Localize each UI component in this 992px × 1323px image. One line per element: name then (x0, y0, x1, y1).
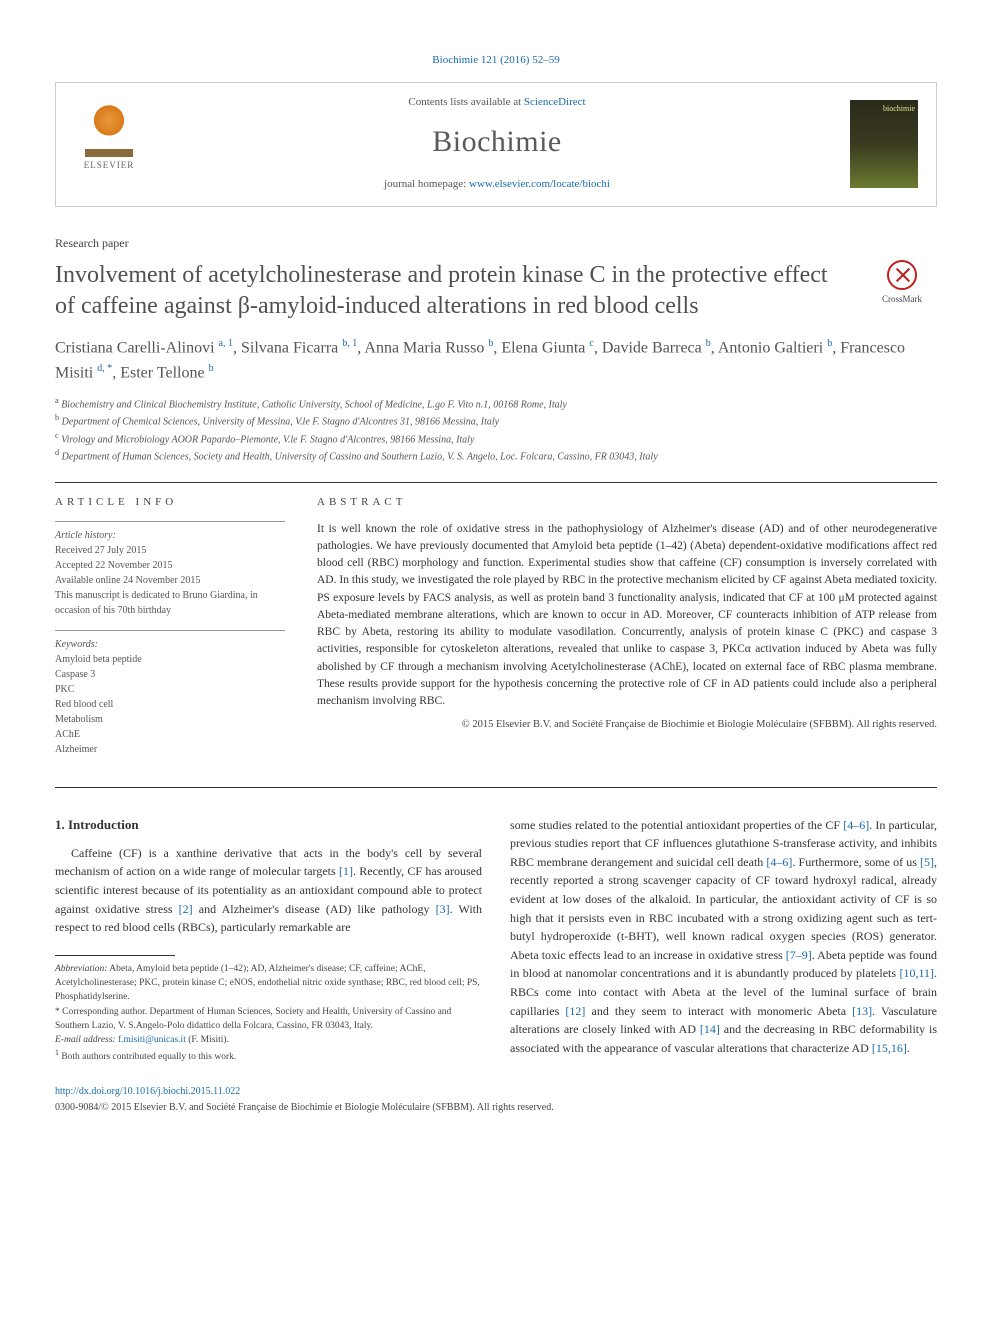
sciencedirect-link[interactable]: ScienceDirect (524, 96, 586, 108)
article-info-column: ARTICLE INFO Article history: Received 2… (55, 495, 285, 768)
contribution-footnote: 1 Both authors contributed equally to th… (55, 1047, 482, 1064)
abbrev-text: Abeta, Amyloid beta peptide (1–42); AD, … (55, 964, 480, 1003)
article-title: Involvement of acetylcholinesterase and … (55, 260, 851, 322)
journal-homepage: journal homepage: www.elsevier.com/locat… (144, 177, 850, 192)
accepted-date: Accepted 22 November 2015 (55, 558, 285, 573)
footnote-rule (55, 955, 175, 956)
keywords-label: Keywords: (55, 637, 285, 652)
issn-copyright: 0300-9084/© 2015 Elsevier B.V. and Socié… (55, 1101, 937, 1115)
journal-cover-thumbnail[interactable]: biochimie (850, 100, 918, 188)
online-date: Available online 24 November 2015 (55, 573, 285, 588)
top-citation-link[interactable]: Biochimie 121 (2016) 52–59 (432, 54, 559, 66)
keyword: Caspase 3 (55, 667, 285, 682)
body-columns: 1. Introduction Caffeine (CF) is a xanth… (55, 816, 937, 1065)
affiliation: c Virology and Microbiology AOOR Papardo… (55, 430, 937, 447)
top-citation: Biochimie 121 (2016) 52–59 (55, 50, 937, 68)
keyword: Amyloid beta peptide (55, 652, 285, 667)
journal-header-box: ELSEVIER Contents lists available at Sci… (55, 82, 937, 207)
keywords-block: Keywords: Amyloid beta peptideCaspase 3P… (55, 630, 285, 757)
section-number: 1. (55, 817, 65, 832)
p2c: . Furthermore, some of us (792, 855, 920, 869)
keyword: PKC (55, 682, 285, 697)
elsevier-tree-icon (85, 105, 133, 157)
contrib-text: Both authors contributed equally to this… (61, 1053, 236, 1063)
section-title: Introduction (68, 817, 139, 832)
abstract-copyright: © 2015 Elsevier B.V. and Société Françai… (317, 718, 937, 733)
homepage-prefix: journal homepage: (384, 178, 469, 190)
abstract-text: It is well known the role of oxidative s… (317, 521, 937, 711)
email-who: (F. Misiti). (186, 1035, 229, 1045)
article-info-head: ARTICLE INFO (55, 495, 285, 510)
cite-ref[interactable]: [1] (339, 864, 353, 878)
doi-link[interactable]: http://dx.doi.org/10.1016/j.biochi.2015.… (55, 1086, 240, 1097)
dedication: This manuscript is dedicated to Bruno Gi… (55, 588, 285, 618)
cite-ref[interactable]: [4–6] (843, 818, 869, 832)
affiliation: b Department of Chemical Sciences, Unive… (55, 412, 937, 429)
p2g: and they seem to interact with monomeric… (585, 1004, 852, 1018)
divider (55, 482, 937, 483)
p2d: , recently reported a strong scavenger c… (510, 855, 937, 962)
cite-ref[interactable]: [4–6] (766, 855, 792, 869)
homepage-link[interactable]: www.elsevier.com/locate/biochi (469, 178, 610, 190)
cite-ref[interactable]: [15,16] (872, 1041, 907, 1055)
footnotes: Abbreviation: Abeta, Amyloid beta peptid… (55, 962, 482, 1065)
affiliation: a Biochemistry and Clinical Biochemistry… (55, 395, 937, 412)
abstract-head: ABSTRACT (317, 495, 937, 510)
email-label: E-mail address: (55, 1035, 118, 1045)
p2j: . (907, 1041, 910, 1055)
contents-prefix: Contents lists available at (408, 96, 523, 108)
abbreviation-footnote: Abbreviation: Abeta, Amyloid beta peptid… (55, 962, 482, 1005)
cite-ref[interactable]: [7–9] (786, 948, 812, 962)
intro-paragraph-2: some studies related to the potential an… (510, 816, 937, 1058)
cover-label: biochimie (883, 103, 915, 114)
cite-ref[interactable]: [14] (700, 1022, 720, 1036)
cite-ref[interactable]: [2] (179, 902, 193, 916)
p2a: some studies related to the potential an… (510, 818, 843, 832)
affiliation: d Department of Human Sciences, Society … (55, 447, 937, 464)
history-label: Article history: (55, 528, 285, 543)
elsevier-logo[interactable]: ELSEVIER (74, 105, 144, 183)
crossmark-icon (887, 260, 917, 290)
corresponding-author-footnote: * Corresponding author. Department of Hu… (55, 1005, 482, 1034)
p1c: and Alzheimer's disease (AD) like pathol… (193, 902, 436, 916)
keyword: Red blood cell (55, 697, 285, 712)
keyword: Metabolism (55, 712, 285, 727)
article-history: Article history: Received 27 July 2015 A… (55, 521, 285, 618)
journal-name: Biochimie (144, 121, 850, 163)
cite-ref[interactable]: [13] (852, 1004, 872, 1018)
divider (55, 787, 937, 788)
corr-label: * Corresponding author. (55, 1007, 147, 1017)
intro-paragraph-1: Caffeine (CF) is a xanthine derivative t… (55, 844, 482, 937)
doi-line: http://dx.doi.org/10.1016/j.biochi.2015.… (55, 1085, 937, 1099)
email-footnote: E-mail address: f.misiti@unicas.it (F. M… (55, 1033, 482, 1047)
affiliations: a Biochemistry and Clinical Biochemistry… (55, 395, 937, 464)
cite-ref[interactable]: [12] (565, 1004, 585, 1018)
contents-available: Contents lists available at ScienceDirec… (144, 95, 850, 110)
cite-ref[interactable]: [10,11] (899, 966, 934, 980)
cite-ref[interactable]: [5] (920, 855, 934, 869)
paper-type: Research paper (55, 235, 937, 252)
contrib-sup: 1 (55, 1048, 59, 1057)
cite-ref[interactable]: [3] (436, 902, 450, 916)
crossmark-label: CrossMark (882, 293, 922, 306)
email-link[interactable]: f.misiti@unicas.it (118, 1035, 186, 1045)
elsevier-text: ELSEVIER (84, 159, 135, 172)
received-date: Received 27 July 2015 (55, 543, 285, 558)
crossmark-badge[interactable]: CrossMark (867, 260, 937, 306)
keyword: AChE (55, 727, 285, 742)
keyword: Alzheimer (55, 742, 285, 757)
section-heading: 1. Introduction (55, 816, 482, 834)
abstract-column: ABSTRACT It is well known the role of ox… (317, 495, 937, 768)
abbrev-label: Abbreviation: (55, 964, 107, 974)
author-list: Cristiana Carelli-Alinovi a, 1, Silvana … (55, 336, 937, 385)
